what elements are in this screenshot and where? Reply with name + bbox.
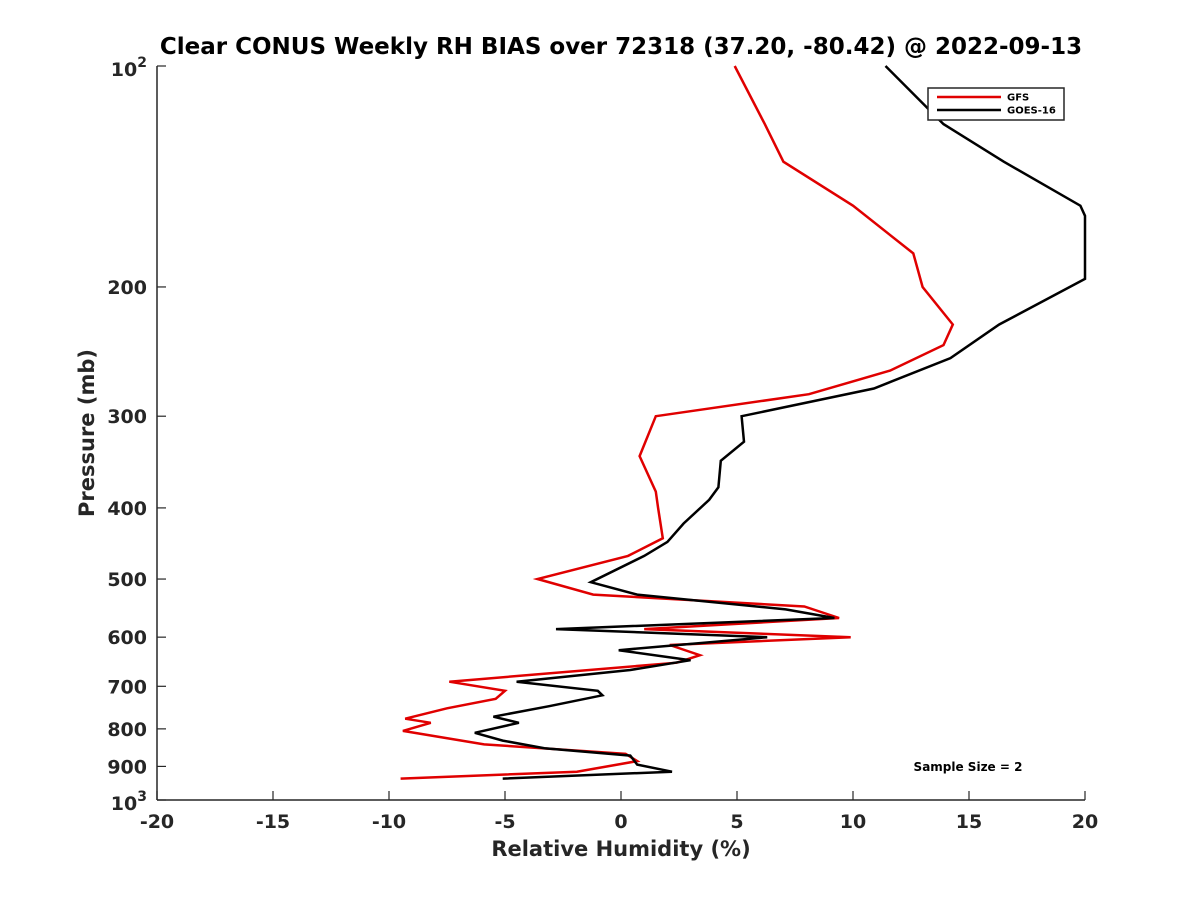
y-tick-label: 900 [107, 756, 147, 778]
x-tick-label: -10 [372, 811, 406, 833]
y-tick-label: 102 [111, 55, 147, 81]
y-tick-label: 800 [107, 719, 147, 741]
y-tick-label: 103 [111, 789, 147, 815]
x-tick-label: 0 [614, 811, 627, 833]
y-tick-label: 600 [107, 627, 147, 649]
legend-box [927, 87, 1065, 121]
y-tick-label: 200 [107, 277, 147, 299]
x-tick-label: 15 [956, 811, 982, 833]
series-line-gfs [400, 65, 955, 780]
y-axis-label: Pressure (mb) [75, 349, 99, 517]
y-tick-label: 300 [107, 406, 147, 428]
x-axis-ticks: -20 -15 -10 -5 0 5 10 15 20 [140, 791, 1098, 833]
y-axis-ticks: 102 200 300 400 500 600 700 800 900 103 [107, 55, 166, 815]
legend-label: GFS [1007, 93, 1029, 104]
plot-axes [156, 66, 1085, 801]
y-tick-label: 400 [107, 498, 147, 520]
x-tick-label: 5 [730, 811, 743, 833]
chart-title: Clear CONUS Weekly RH BIAS over 72318 (3… [160, 34, 1082, 60]
plot-series-group [400, 65, 1087, 780]
x-tick-label: 20 [1072, 811, 1098, 833]
x-tick-label: 10 [840, 811, 866, 833]
series-line-goes-16 [474, 65, 1087, 780]
y-tick-label: 500 [107, 569, 147, 591]
x-tick-label: -15 [256, 811, 290, 833]
sample-size-annotation: Sample Size = 2 [914, 760, 1023, 774]
legend-label: GOES-16 [1007, 106, 1056, 117]
x-tick-label: -20 [140, 811, 174, 833]
x-tick-label: -5 [494, 811, 515, 833]
x-axis-label: Relative Humidity (%) [491, 837, 750, 861]
chart-legend: GFS GOES-16 [927, 87, 1065, 121]
y-tick-label: 700 [107, 676, 147, 698]
